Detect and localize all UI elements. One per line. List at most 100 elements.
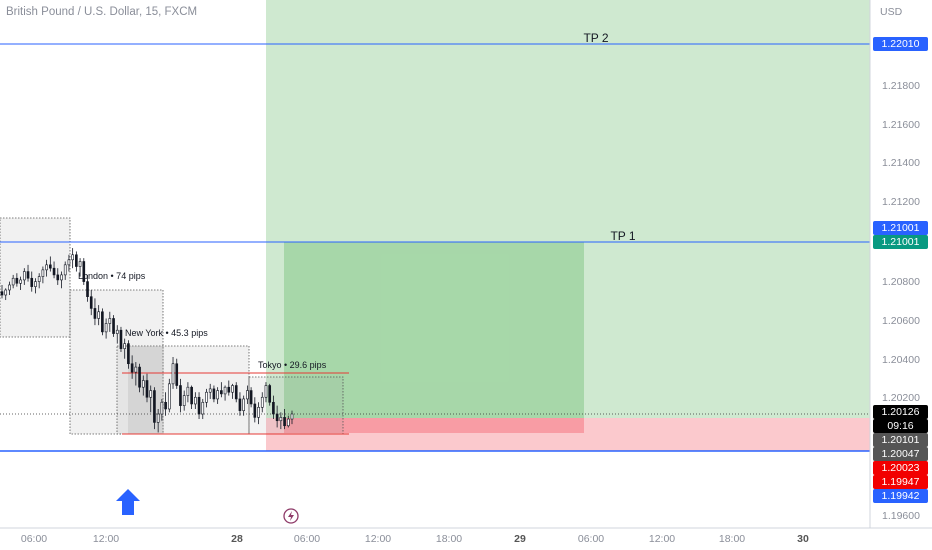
candle-body [104, 323, 108, 333]
candle-body [264, 385, 268, 398]
price-tick: 1.21800 [882, 80, 920, 92]
candle [138, 363, 141, 393]
candle [93, 298, 97, 326]
candle [15, 273, 19, 287]
session-label-new-york: New York • 45.3 pips [125, 328, 208, 338]
candle-body [268, 385, 272, 403]
candle-body [272, 401, 275, 415]
candle [249, 387, 253, 408]
candle [167, 378, 171, 413]
session-label-london: London • 74 pips [78, 271, 146, 281]
candle [82, 258, 86, 285]
price-tag-red-1: 1.20023 [873, 461, 928, 475]
candle-body [97, 311, 100, 319]
candle [283, 408, 286, 430]
candle [194, 392, 197, 409]
candle-body [37, 276, 41, 282]
session-box-asia[interactable] [0, 217, 71, 338]
candle-body [71, 254, 74, 261]
candle-body [45, 264, 48, 271]
flash-icon[interactable] [283, 508, 299, 524]
price-tag-countdown: 09:16 [873, 419, 928, 433]
candle [67, 254, 71, 272]
session-box-new-york[interactable] [116, 345, 250, 435]
candle [186, 382, 190, 403]
candle-body [26, 271, 30, 279]
candle [223, 385, 227, 401]
candle-body [194, 396, 197, 405]
time-tick: 12:00 [648, 533, 676, 545]
candle-body [123, 343, 127, 349]
candle-body [138, 366, 141, 388]
candle [86, 274, 89, 302]
candle-body [22, 271, 26, 281]
candle-body [49, 264, 52, 269]
candle [268, 383, 272, 406]
price-tag-current: 1.20126 [873, 405, 928, 419]
price-tick: 1.20800 [882, 276, 920, 288]
candle [231, 383, 234, 399]
candle-body [279, 417, 283, 422]
candle [89, 289, 93, 316]
candle [130, 355, 134, 379]
candle [190, 385, 193, 409]
candle [175, 358, 179, 389]
candle [134, 362, 138, 386]
candle [123, 338, 127, 359]
candle-body [141, 380, 145, 388]
candle-body [197, 396, 201, 415]
candle-body [19, 279, 22, 284]
candle-body [238, 398, 242, 411]
candle [205, 388, 208, 408]
candle [257, 402, 260, 425]
candle-body [246, 390, 249, 400]
candle [49, 256, 52, 272]
candle-body [108, 318, 112, 324]
candle-body [67, 259, 71, 266]
candle-body [283, 417, 286, 427]
candle-body [260, 396, 264, 408]
candle [153, 387, 156, 430]
time-tick: 18:00 [435, 533, 463, 545]
candle-body [41, 269, 45, 277]
long-position-loss-zone[interactable] [266, 418, 870, 451]
candle [242, 395, 245, 416]
candle-body [127, 343, 130, 365]
candle [11, 274, 15, 289]
candle-body [275, 413, 279, 422]
candle-body [182, 395, 186, 406]
candle-body [208, 388, 212, 393]
price-tick: 1.20200 [882, 392, 920, 404]
long-position-profit-zone[interactable] [266, 0, 870, 418]
inner-position-profit-zone[interactable] [284, 242, 584, 418]
candle-body [89, 296, 93, 309]
candle-body [63, 264, 67, 276]
candle-body [145, 380, 149, 398]
candle [201, 398, 205, 420]
candle-body [78, 261, 82, 267]
price-tag-tp1-target: 1.21001 [873, 235, 928, 249]
candle [22, 268, 26, 285]
session-box-london[interactable] [69, 289, 164, 435]
candle-body [130, 363, 134, 373]
candle [264, 382, 268, 403]
candle [220, 382, 223, 398]
candle-body [179, 385, 182, 406]
candle [253, 397, 257, 423]
candle-body [205, 391, 208, 403]
candle [112, 315, 115, 337]
price-tag-red-2: 1.19947 [873, 475, 928, 489]
candle-body [119, 329, 123, 349]
candle [56, 268, 60, 285]
candle [34, 278, 37, 294]
candle-body [227, 386, 231, 393]
currency-label: USD [880, 6, 903, 18]
symbol-title: British Pound / U.S. Dollar, 15, FXCM [6, 6, 198, 18]
price-tag-tp1: 1.21001 [873, 221, 928, 235]
time-tick: 06:00 [293, 533, 321, 545]
inner-position-loss-zone[interactable] [284, 418, 584, 433]
candle [141, 375, 145, 396]
candle-body [101, 311, 104, 333]
